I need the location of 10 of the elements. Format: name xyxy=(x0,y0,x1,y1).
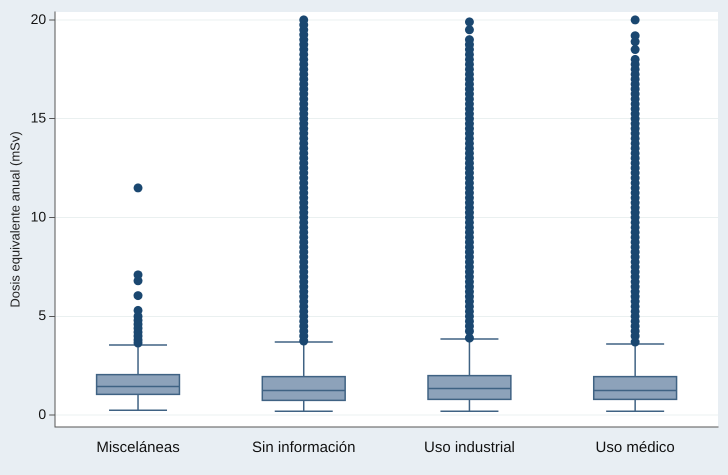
y-axis-title: Dosis equivalente anual (mSv) xyxy=(7,131,22,308)
y-tick-label: 0 xyxy=(38,406,46,422)
x-tick-label: Sin información xyxy=(252,439,356,456)
x-tick-label: Misceláneas xyxy=(96,439,180,456)
y-tick-label: 5 xyxy=(38,307,46,324)
y-tick-label: 20 xyxy=(30,10,46,27)
x-tick-label: Uso industrial xyxy=(424,439,515,456)
x-tick-label: Uso médico xyxy=(596,439,675,456)
y-tick-label: 15 xyxy=(30,110,46,126)
y-tick-label: 10 xyxy=(30,208,46,224)
